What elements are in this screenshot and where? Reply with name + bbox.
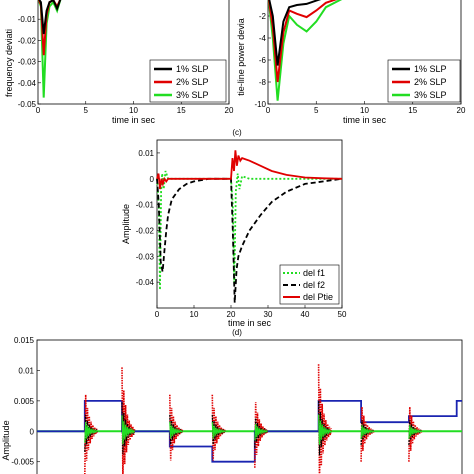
plot-frame [36, 339, 463, 474]
y-tick-label: -8 [259, 78, 267, 87]
spike-burst [169, 394, 184, 461]
y-tick-label: 0.005 [14, 397, 35, 406]
y-tick-label: -0.04 [136, 278, 155, 287]
panel-label: (c) [232, 128, 242, 137]
x-tick-label: 10 [190, 310, 199, 319]
x-axis-label: time in sec [343, 115, 387, 125]
legend-label: 3% SLP [176, 90, 209, 100]
legend-label: del f2 [303, 280, 325, 290]
black-oscillation [211, 414, 226, 445]
x-tick-label: 15 [177, 106, 186, 115]
x-axis-label: time in sec [112, 115, 156, 125]
y-tick-label: -0.03 [136, 252, 155, 261]
y-axis-label: frequency deviati [4, 29, 14, 97]
green-oscillation [360, 425, 375, 439]
x-tick-label: 0 [155, 310, 160, 319]
series-line [268, 0, 322, 66]
spike-burst [408, 406, 423, 462]
x-tick-label: 15 [408, 106, 417, 115]
x-tick-label: 0 [36, 106, 41, 115]
y-tick-label: -0.01 [18, 15, 37, 24]
y-tick-label: 0.015 [14, 336, 35, 345]
legend-label: 2% SLP [176, 77, 209, 87]
black-oscillation [254, 418, 268, 448]
x-tick-label: 40 [301, 310, 310, 319]
x-tick-label: 30 [264, 310, 273, 319]
y-tick-label: 0.01 [138, 149, 154, 158]
spike-burst [317, 364, 332, 474]
y-tick-label: 0 [30, 427, 35, 436]
red-oscillation [84, 394, 99, 474]
y-tick-label: 0 [150, 175, 155, 184]
green-oscillation [318, 414, 332, 445]
panel-label: (d) [232, 328, 242, 337]
x-axis-label: time in sec [228, 318, 272, 328]
y-tick-label: -2 [259, 12, 267, 21]
green-oscillation [169, 422, 183, 439]
y-tick-label: -0.005 [11, 458, 34, 467]
y-axis-label: Amplitude [121, 204, 131, 244]
x-tick-label: 10 [129, 106, 138, 115]
y-tick-label: -0.03 [18, 58, 37, 67]
green-oscillation [254, 423, 268, 441]
legend-label: 1% SLP [414, 64, 447, 74]
spike-burst [360, 406, 375, 462]
x-tick-label: 5 [314, 106, 319, 115]
series-line [156, 177, 343, 303]
y-tick-label: -0.01 [136, 201, 155, 210]
spike-burst [211, 394, 226, 461]
panel-b: -2 -4 -6 -8 -100 5 10 15 20 time in sec tie-line p… [236, 0, 466, 125]
series-line [267, 0, 343, 101]
series-line [156, 150, 343, 190]
green-oscillation [211, 422, 226, 439]
legend-label: 3% SLP [414, 90, 447, 100]
legend-label: del Ptie [303, 292, 333, 302]
y-axis-label: Amplitude [1, 420, 11, 460]
y-axis-label: tie-line power devia [236, 18, 246, 96]
panel-c: (c) 0.01 0 -0.01 -0.02 -0.03 -0.04 0 10 20 30 40 50 t… [121, 128, 347, 328]
y-tick-label: -10 [254, 100, 266, 109]
y-tick-label: -0.02 [136, 226, 155, 235]
y-tick-label: -6 [259, 56, 267, 65]
x-tick-label: 10 [360, 106, 369, 115]
spike-burst [121, 367, 136, 474]
legend-label: del f1 [303, 268, 325, 278]
green-oscillation [84, 422, 98, 443]
green-oscillation [408, 425, 422, 439]
green-oscillation [121, 415, 136, 445]
panel-a: -0.05 -0.04 -0.03 -0.02 -0.01 0 5 10 15 20 time in… [4, 0, 234, 125]
y-tick-label: -0.04 [18, 79, 37, 88]
y-tick-label: -0.05 [18, 100, 37, 109]
x-tick-label: 0 [266, 106, 271, 115]
y-tick-label: -0.02 [18, 36, 37, 45]
legend-label: 2% SLP [414, 77, 447, 87]
spike-burst [254, 402, 269, 468]
series-line [37, 0, 62, 98]
spike-burst [84, 394, 99, 474]
legend-label: 1% SLP [176, 64, 209, 74]
y-tick-label: -4 [259, 34, 267, 43]
series-line [38, 0, 62, 35]
x-tick-label: 20 [225, 106, 234, 115]
x-tick-label: 20 [457, 106, 466, 115]
series-line [267, 0, 338, 83]
x-tick-label: 20 [227, 310, 236, 319]
x-tick-label: 50 [338, 310, 347, 319]
x-tick-label: 5 [84, 106, 89, 115]
black-oscillation [169, 414, 183, 445]
y-tick-label: 0.01 [18, 366, 34, 375]
